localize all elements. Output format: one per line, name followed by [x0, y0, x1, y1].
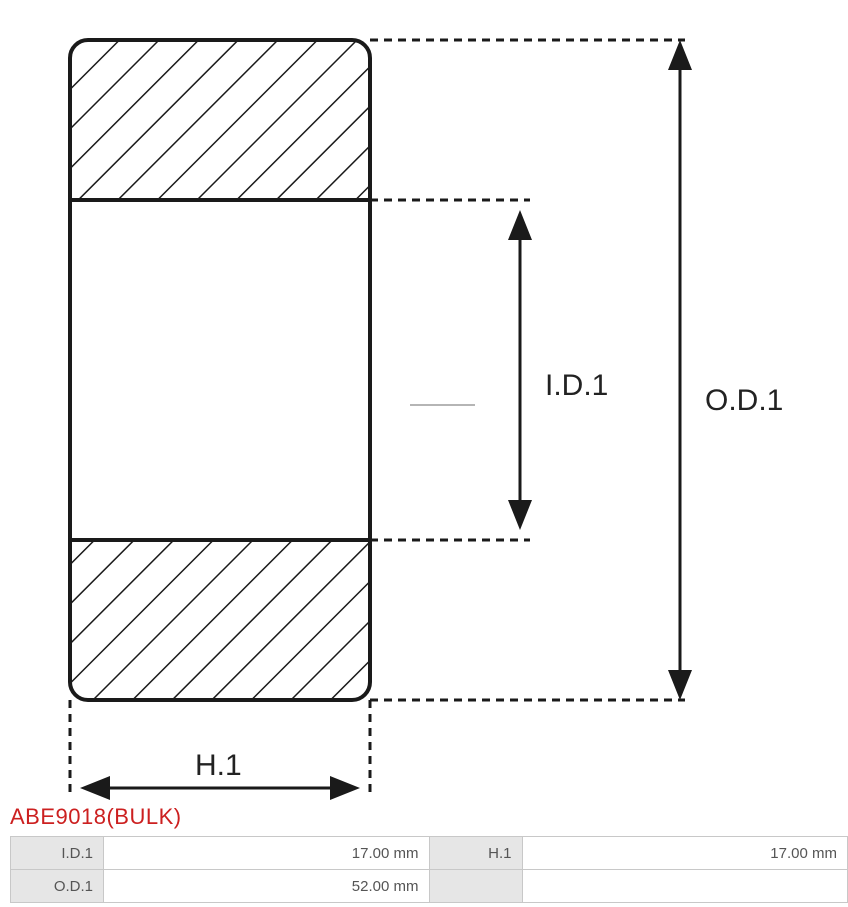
od-dimension: O.D.1	[668, 40, 783, 700]
id-dimension: I.D.1	[508, 210, 608, 530]
cell-od1-value: 52.00 mm	[104, 870, 430, 903]
h-label: H.1	[195, 749, 242, 782]
spec-table: I.D.1 17.00 mm H.1 17.00 mm O.D.1 52.00 …	[10, 836, 848, 903]
bushing-diagram: O.D.1 I.D.1 H.1	[0, 0, 848, 800]
diagram-container: O.D.1 I.D.1 H.1	[0, 0, 848, 800]
id-label: I.D.1	[545, 369, 608, 402]
cell-od1-label: O.D.1	[11, 870, 104, 903]
table-row: I.D.1 17.00 mm H.1 17.00 mm	[11, 837, 848, 870]
od-label: O.D.1	[705, 384, 783, 417]
top-hatch-band	[70, 40, 370, 200]
product-title: ABE9018(BULK)	[0, 800, 848, 836]
h-dimension: H.1	[80, 749, 360, 800]
cell-h1-label: H.1	[429, 837, 522, 870]
page-root: O.D.1 I.D.1 H.1 ABE9018(BULK) I.D.1 17.0…	[0, 0, 848, 903]
bottom-hatch-band	[70, 540, 370, 700]
table-row: O.D.1 52.00 mm	[11, 870, 848, 903]
cell-h1-value: 17.00 mm	[522, 837, 848, 870]
cell-empty-value	[522, 870, 848, 903]
cell-id1-value: 17.00 mm	[104, 837, 430, 870]
cell-empty-label	[429, 870, 522, 903]
cell-id1-label: I.D.1	[11, 837, 104, 870]
